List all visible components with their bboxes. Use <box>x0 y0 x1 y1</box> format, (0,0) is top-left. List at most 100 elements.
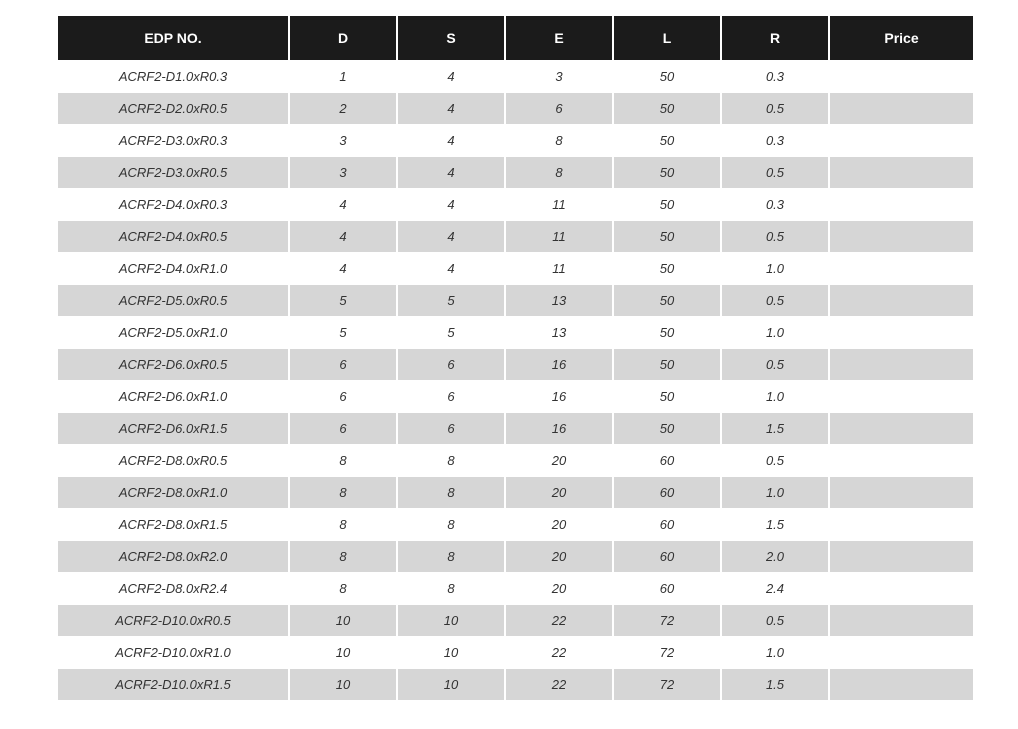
cell-price <box>830 252 973 284</box>
cell-r: 0.3 <box>722 60 828 92</box>
cell-d: 4 <box>290 188 396 220</box>
cell-l: 60 <box>614 572 720 604</box>
cell-s: 4 <box>398 188 504 220</box>
column-header-e: E <box>506 16 612 60</box>
cell-price <box>830 572 973 604</box>
table-row: ACRF2-D3.0xR0.5 3 4 8 50 0.5 <box>58 156 973 188</box>
cell-d: 10 <box>290 636 396 668</box>
cell-r: 0.5 <box>722 348 828 380</box>
cell-edp-no: ACRF2-D8.0xR2.0 <box>58 540 288 572</box>
table-row: ACRF2-D6.0xR1.0 6 6 16 50 1.0 <box>58 380 973 412</box>
cell-r: 1.5 <box>722 508 828 540</box>
cell-e: 20 <box>506 444 612 476</box>
cell-e: 16 <box>506 412 612 444</box>
cell-l: 72 <box>614 604 720 636</box>
cell-price <box>830 444 973 476</box>
cell-r: 1.5 <box>722 412 828 444</box>
cell-price <box>830 220 973 252</box>
cell-l: 50 <box>614 92 720 124</box>
column-header-d: D <box>290 16 396 60</box>
cell-s: 8 <box>398 540 504 572</box>
cell-s: 5 <box>398 316 504 348</box>
cell-e: 11 <box>506 252 612 284</box>
cell-l: 60 <box>614 540 720 572</box>
cell-e: 8 <box>506 156 612 188</box>
cell-s: 6 <box>398 380 504 412</box>
cell-s: 4 <box>398 60 504 92</box>
cell-e: 13 <box>506 284 612 316</box>
cell-price <box>830 92 973 124</box>
cell-s: 10 <box>398 636 504 668</box>
cell-l: 72 <box>614 636 720 668</box>
table-row: ACRF2-D4.0xR1.0 4 4 11 50 1.0 <box>58 252 973 284</box>
cell-e: 20 <box>506 476 612 508</box>
cell-edp-no: ACRF2-D4.0xR0.5 <box>58 220 288 252</box>
cell-e: 6 <box>506 92 612 124</box>
table-row: ACRF2-D10.0xR0.5 10 10 22 72 0.5 <box>58 604 973 636</box>
table-row: ACRF2-D6.0xR0.5 6 6 16 50 0.5 <box>58 348 973 380</box>
table-row: ACRF2-D8.0xR2.4 8 8 20 60 2.4 <box>58 572 973 604</box>
cell-e: 22 <box>506 668 612 700</box>
cell-l: 50 <box>614 252 720 284</box>
cell-price <box>830 476 973 508</box>
cell-d: 6 <box>290 412 396 444</box>
cell-d: 3 <box>290 156 396 188</box>
table-row: ACRF2-D1.0xR0.3 1 4 3 50 0.3 <box>58 60 973 92</box>
cell-edp-no: ACRF2-D4.0xR1.0 <box>58 252 288 284</box>
table-row: ACRF2-D10.0xR1.5 10 10 22 72 1.5 <box>58 668 973 700</box>
cell-s: 5 <box>398 284 504 316</box>
cell-d: 8 <box>290 572 396 604</box>
cell-edp-no: ACRF2-D4.0xR0.3 <box>58 188 288 220</box>
cell-price <box>830 348 973 380</box>
cell-edp-no: ACRF2-D6.0xR1.5 <box>58 412 288 444</box>
cell-l: 50 <box>614 284 720 316</box>
cell-r: 1.0 <box>722 380 828 412</box>
table-row: ACRF2-D5.0xR0.5 5 5 13 50 0.5 <box>58 284 973 316</box>
cell-r: 0.5 <box>722 156 828 188</box>
cell-r: 0.5 <box>722 284 828 316</box>
cell-edp-no: ACRF2-D10.0xR1.5 <box>58 668 288 700</box>
cell-e: 20 <box>506 540 612 572</box>
table-row: ACRF2-D8.0xR0.5 8 8 20 60 0.5 <box>58 444 973 476</box>
cell-l: 50 <box>614 156 720 188</box>
cell-l: 50 <box>614 348 720 380</box>
cell-l: 60 <box>614 508 720 540</box>
column-header-s: S <box>398 16 504 60</box>
cell-r: 1.0 <box>722 636 828 668</box>
cell-e: 20 <box>506 572 612 604</box>
cell-d: 4 <box>290 220 396 252</box>
cell-r: 0.5 <box>722 604 828 636</box>
cell-edp-no: ACRF2-D10.0xR1.0 <box>58 636 288 668</box>
cell-r: 2.0 <box>722 540 828 572</box>
cell-d: 6 <box>290 380 396 412</box>
cell-r: 1.0 <box>722 252 828 284</box>
cell-d: 6 <box>290 348 396 380</box>
cell-edp-no: ACRF2-D5.0xR1.0 <box>58 316 288 348</box>
cell-r: 1.0 <box>722 476 828 508</box>
cell-d: 3 <box>290 124 396 156</box>
table-row: ACRF2-D3.0xR0.3 3 4 8 50 0.3 <box>58 124 973 156</box>
cell-e: 20 <box>506 508 612 540</box>
column-header-l: L <box>614 16 720 60</box>
cell-s: 4 <box>398 92 504 124</box>
cell-r: 0.3 <box>722 124 828 156</box>
cell-price <box>830 508 973 540</box>
cell-e: 3 <box>506 60 612 92</box>
cell-l: 72 <box>614 668 720 700</box>
cell-price <box>830 540 973 572</box>
table-row: ACRF2-D8.0xR1.0 8 8 20 60 1.0 <box>58 476 973 508</box>
cell-r: 0.5 <box>722 220 828 252</box>
cell-edp-no: ACRF2-D2.0xR0.5 <box>58 92 288 124</box>
cell-l: 50 <box>614 316 720 348</box>
cell-edp-no: ACRF2-D3.0xR0.3 <box>58 124 288 156</box>
cell-price <box>830 380 973 412</box>
cell-edp-no: ACRF2-D8.0xR1.0 <box>58 476 288 508</box>
cell-d: 1 <box>290 60 396 92</box>
column-header-edp-no: EDP NO. <box>58 16 288 60</box>
table-row: ACRF2-D2.0xR0.5 2 4 6 50 0.5 <box>58 92 973 124</box>
table-row: ACRF2-D8.0xR2.0 8 8 20 60 2.0 <box>58 540 973 572</box>
cell-l: 50 <box>614 412 720 444</box>
cell-d: 5 <box>290 316 396 348</box>
cell-d: 10 <box>290 604 396 636</box>
column-header-price: Price <box>830 16 973 60</box>
